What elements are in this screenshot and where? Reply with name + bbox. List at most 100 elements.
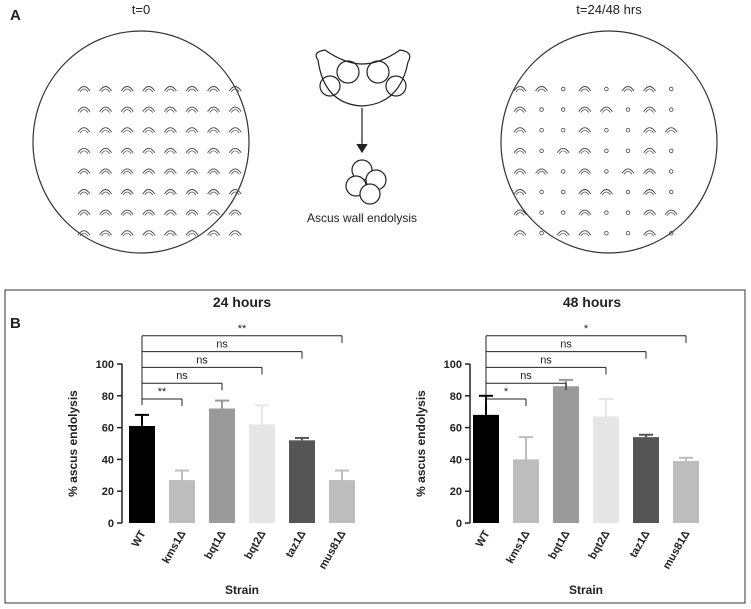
spore [645, 88, 654, 93]
spore [561, 127, 566, 133]
bar [249, 424, 275, 523]
caption: Ascus wall endolysis [307, 211, 417, 225]
spore [561, 210, 566, 215]
spore [144, 88, 154, 93]
spore [513, 147, 527, 154]
spore [513, 106, 527, 112]
significance-label: ** [238, 323, 247, 335]
spore [166, 129, 175, 134]
spore [604, 86, 609, 92]
spore [602, 109, 611, 113]
x-tick-label: taz1Δ [628, 528, 653, 559]
spore [600, 189, 613, 195]
spore [643, 147, 656, 154]
spore [187, 150, 197, 155]
spore [101, 212, 110, 216]
error-bar [255, 404, 269, 425]
spore [120, 86, 134, 92]
spore [513, 230, 527, 236]
significance-label: ns [520, 370, 532, 382]
spore [228, 168, 242, 174]
spore [122, 232, 132, 237]
spore [164, 230, 177, 236]
spore [513, 86, 527, 92]
spore [79, 88, 89, 93]
spore [643, 168, 656, 174]
spore [209, 232, 218, 237]
spore [187, 232, 197, 237]
spore [77, 106, 91, 112]
spore [166, 150, 175, 155]
spore [580, 191, 590, 196]
spore [209, 191, 218, 196]
spore [120, 209, 134, 215]
error-bar [175, 469, 189, 481]
spore [142, 147, 156, 154]
spore [580, 109, 590, 113]
spore [144, 232, 154, 237]
spore [602, 191, 611, 196]
spore [166, 109, 175, 113]
spore [230, 191, 240, 196]
spore [99, 86, 112, 92]
spore [623, 171, 633, 175]
spore [515, 150, 525, 155]
spore [207, 127, 220, 133]
spore [539, 230, 544, 236]
y-tick-label: 0 [456, 518, 462, 530]
bar [633, 437, 659, 523]
spore [580, 129, 590, 134]
spore [79, 191, 89, 196]
spore [643, 230, 656, 236]
spore [144, 109, 154, 113]
panel-box [4, 289, 746, 604]
spore [580, 150, 590, 155]
x-tick-label: bqt2Δ [243, 528, 269, 561]
spore [515, 191, 525, 196]
spore [228, 189, 242, 195]
spore [144, 129, 154, 134]
spore [164, 168, 177, 174]
spore [669, 148, 674, 153]
spore [207, 86, 220, 92]
spore [122, 109, 132, 113]
spore [621, 86, 635, 92]
spore [230, 129, 240, 134]
spore [101, 88, 110, 93]
spore [79, 212, 89, 216]
spore [230, 212, 240, 216]
spore [228, 147, 242, 154]
spore [625, 107, 631, 112]
spore [578, 147, 592, 154]
spore [185, 230, 199, 236]
spore [120, 106, 134, 112]
spore [580, 212, 590, 216]
spore [561, 169, 566, 174]
spore [101, 109, 110, 113]
bar [673, 460, 699, 523]
spore [166, 191, 175, 196]
spore [664, 209, 678, 215]
spore [187, 109, 197, 113]
spore [207, 147, 220, 154]
error-bar [135, 413, 149, 427]
spore [166, 212, 175, 216]
bar [593, 416, 619, 523]
y-tick-label: 100 [444, 359, 462, 371]
spore [228, 86, 242, 92]
spore [166, 171, 175, 175]
spore [77, 86, 91, 92]
spore [513, 209, 527, 215]
spore [187, 171, 197, 175]
spore [185, 106, 199, 112]
x-tick-label: bqt1Δ [547, 528, 573, 561]
y-tick-label: 0 [108, 518, 114, 530]
spore [578, 189, 592, 195]
spore [230, 171, 240, 175]
spore [207, 106, 220, 112]
spore [556, 230, 570, 236]
x-tick-label: bqt1Δ [203, 528, 229, 561]
spore [209, 150, 218, 155]
spore [578, 86, 592, 92]
y-axis-label: % ascus endolysis [66, 390, 80, 497]
